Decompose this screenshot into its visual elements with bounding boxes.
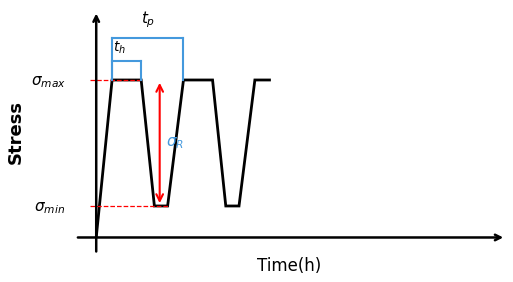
- Text: $\sigma_R$: $\sigma_R$: [166, 135, 184, 151]
- Text: $t_p$: $t_p$: [141, 9, 155, 30]
- X-axis label: Time(h): Time(h): [257, 257, 321, 275]
- Y-axis label: Stress: Stress: [7, 100, 25, 164]
- Text: $t_h$: $t_h$: [113, 39, 126, 56]
